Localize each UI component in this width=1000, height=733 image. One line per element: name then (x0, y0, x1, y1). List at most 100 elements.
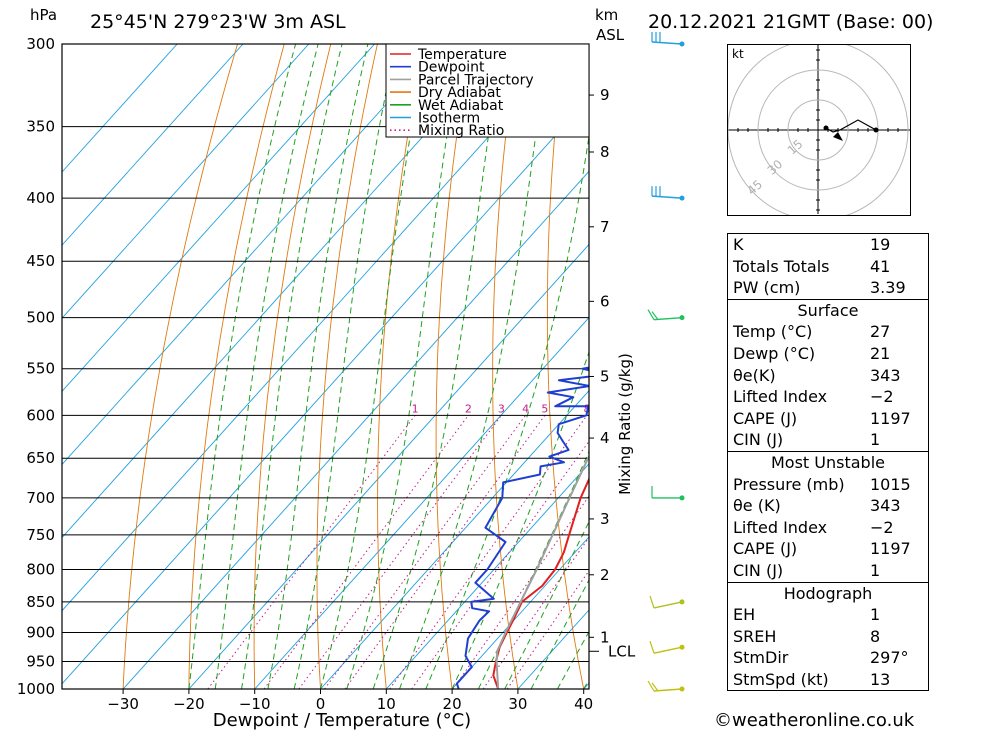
copyright: ©weatheronline.co.uk (714, 710, 915, 731)
x-tick-label: 20 (443, 695, 462, 713)
index-row: Totals Totals 41 (728, 256, 928, 278)
index-row: Temp (°C) 27 (728, 321, 928, 343)
isotherm-line (62, 44, 375, 393)
x-tick-label: −10 (239, 695, 271, 713)
index-value: 1015 (870, 474, 911, 494)
mixing-ratio-label: 1 (412, 402, 419, 415)
index-row: CAPE (J) 1197 (728, 408, 928, 430)
index-row: StmDir 297° (728, 647, 928, 669)
hodograph-ring (787, 99, 849, 161)
wind-barb (651, 32, 685, 47)
km-tick-label: 4 (600, 429, 610, 447)
legend-entry: Isotherm (418, 111, 480, 127)
legend-entry: Dry Adiabat (418, 85, 501, 101)
km-tick-label: 8 (600, 143, 610, 161)
index-row: PW (cm) 3.39 (728, 277, 928, 299)
wind-barb (649, 641, 685, 654)
mixing-ratio-label: 3 (498, 402, 505, 415)
legend-box (385, 43, 590, 138)
indices-hodograph: Hodograph EH 1 SREH 8 StmDir 297° StmSpd (kt) 1… (728, 581, 928, 691)
km-tick-label: 5 (600, 367, 610, 385)
indices-panel: K 19 Totals Totals 41 PW (cm) 3.39 Surface Te… (727, 233, 929, 692)
index-value: 1 (870, 605, 881, 625)
plot-frame (61, 43, 590, 690)
index-row: θe(K) 343 (728, 365, 928, 387)
isotherm-line (62, 97, 589, 685)
mixing-ratio-line (344, 415, 546, 689)
km-tick-label: 9 (600, 86, 610, 104)
mixing-ratio-label: 4 (522, 402, 529, 415)
asl-unit-label: ASL (596, 26, 625, 44)
index-label: CIN (J) (733, 430, 784, 450)
x-tick-label: −20 (173, 695, 205, 713)
mixing-ratio-line (298, 415, 502, 689)
dry-adiabat-line (122, 44, 238, 689)
index-value: 343 (870, 365, 901, 385)
pressure-tick-label: 750 (26, 526, 55, 544)
index-row: CIN (J) 1 (728, 429, 928, 451)
pressure-tick-label: 700 (26, 489, 55, 507)
wind-barb-shaft (651, 195, 683, 199)
isotherm-line (62, 44, 244, 246)
index-row: θe (K) 343 (728, 495, 928, 517)
index-value: 1 (870, 430, 881, 450)
mixing-ratio-line (324, 415, 527, 689)
index-label: CAPE (J) (733, 539, 798, 559)
index-value: 343 (870, 496, 901, 516)
km-tick-label: 2 (600, 566, 610, 584)
wet-adiabat-line (214, 44, 319, 689)
legend-entry: Mixing Ratio (418, 123, 504, 139)
wet-adiabat-line (530, 578, 589, 689)
pressure-tick-label: 850 (26, 593, 55, 611)
pressure-tick-label: 400 (26, 189, 55, 207)
x-tick-label: 40 (574, 695, 593, 713)
hodograph-end-dot (873, 127, 879, 133)
mixing-ratio-label: 8 (584, 402, 591, 415)
isotherm-line (254, 316, 589, 689)
index-row: StmSpd (kt) 13 (728, 669, 928, 691)
index-row: Lifted Index −2 (728, 386, 928, 408)
legend-entry: Dewpoint (418, 60, 485, 76)
indices-surface: Surface Temp (°C) 27 Dewp (°C) 21 θe(K) 343 Li… (728, 298, 928, 451)
dewpoint-line (455, 337, 589, 689)
dry-adiabat-line (984, 44, 1000, 689)
index-row: Pressure (mb) 1015 (728, 474, 928, 496)
dry-adiabat-line (492, 44, 519, 689)
dry-adiabat-line (652, 44, 716, 689)
hodograph-title: Hodograph (783, 583, 873, 603)
legend-entry: Wet Adiabat (418, 98, 504, 114)
mixing-ratio-label: 15 (640, 402, 654, 415)
datetime-title: 20.12.2021 21GMT (Base: 00) (648, 11, 933, 33)
axis-layer: 3003504004505005506006507007508008509009… (17, 35, 636, 713)
index-label: Pressure (mb) (733, 474, 845, 494)
dry-adiabat-line (377, 44, 425, 689)
index-value: 19 (870, 235, 891, 254)
mixing-ratio-line (482, 536, 589, 689)
wind-barb-tick (647, 309, 655, 320)
index-value: 41 (870, 256, 891, 276)
index-row: CIN (J) 1 (728, 560, 928, 582)
pressure-tick-label: 300 (26, 35, 55, 53)
wind-barb (649, 595, 685, 609)
mixing-ratio-line (452, 495, 589, 689)
mixing-ratio-line (506, 569, 589, 689)
pressure-tick-label: 450 (26, 252, 55, 270)
index-row: CAPE (J) 1197 (728, 538, 928, 560)
km-tick-label: 6 (600, 292, 610, 310)
isobars (62, 43, 589, 690)
series-layer: 1 2 3 4 5 8 10 15 20 25 (412, 337, 654, 689)
x-tick-label: 30 (508, 695, 527, 713)
pressure-tick-label: 800 (26, 560, 55, 578)
km-unit-label: km (595, 6, 618, 24)
hodograph-frame (727, 44, 911, 216)
wind-barb-shaft (653, 646, 683, 654)
index-label: Totals Totals (733, 256, 830, 276)
mixing-ratio-line (411, 440, 589, 689)
index-label: StmSpd (kt) (733, 669, 829, 689)
isotherm-line (62, 44, 310, 319)
index-value: 3.39 (870, 278, 906, 298)
km-tick-label: 7 (600, 218, 610, 236)
